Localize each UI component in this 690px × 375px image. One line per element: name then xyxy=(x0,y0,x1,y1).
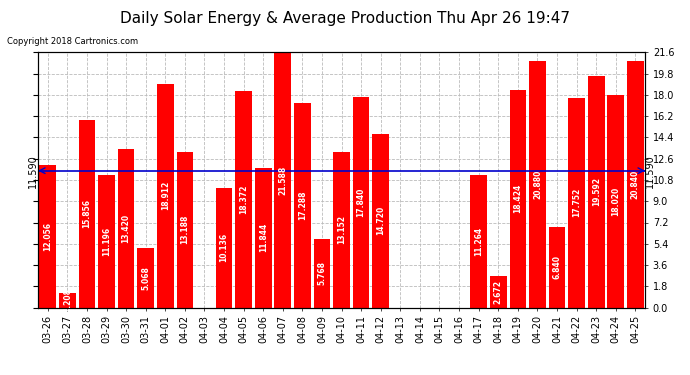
Bar xyxy=(98,176,115,308)
Text: 11.264: 11.264 xyxy=(474,226,483,256)
Text: 5.068: 5.068 xyxy=(141,266,150,290)
Text: 18.020: 18.020 xyxy=(611,186,620,216)
Bar xyxy=(79,120,95,308)
Bar xyxy=(490,276,506,308)
Bar xyxy=(549,227,565,308)
Bar xyxy=(294,104,310,308)
Text: 14.720: 14.720 xyxy=(376,206,385,235)
Text: 11.844: 11.844 xyxy=(259,223,268,252)
Bar xyxy=(255,168,272,308)
Bar xyxy=(39,165,56,308)
Bar xyxy=(607,95,624,308)
Bar xyxy=(137,248,154,308)
Bar xyxy=(275,53,291,308)
Text: 13.420: 13.420 xyxy=(121,214,130,243)
Text: 21.588: 21.588 xyxy=(278,165,287,195)
Text: 17.288: 17.288 xyxy=(298,191,307,220)
Text: 13.188: 13.188 xyxy=(180,215,189,244)
Text: Daily Solar Energy & Average Production Thu Apr 26 19:47: Daily Solar Energy & Average Production … xyxy=(120,11,570,26)
Bar xyxy=(157,84,174,308)
Text: 11.590: 11.590 xyxy=(645,154,655,188)
Text: 6.840: 6.840 xyxy=(553,255,562,279)
Text: 20.840: 20.840 xyxy=(631,170,640,199)
Bar xyxy=(471,174,487,308)
Text: 15.856: 15.856 xyxy=(82,200,91,228)
Bar xyxy=(373,134,389,308)
Text: 12.056: 12.056 xyxy=(43,222,52,251)
Bar xyxy=(216,188,233,308)
Bar xyxy=(529,61,546,308)
Text: 18.372: 18.372 xyxy=(239,184,248,214)
Bar xyxy=(118,149,135,308)
Text: 19.592: 19.592 xyxy=(592,177,601,206)
Bar xyxy=(59,293,76,308)
Bar xyxy=(509,90,526,308)
Text: 18.912: 18.912 xyxy=(161,181,170,210)
Bar xyxy=(333,152,350,308)
Bar xyxy=(353,97,369,308)
Text: 2.672: 2.672 xyxy=(494,280,503,304)
Bar xyxy=(314,239,331,308)
Text: Copyright 2018 Cartronics.com: Copyright 2018 Cartronics.com xyxy=(7,38,138,46)
Text: 17.840: 17.840 xyxy=(357,188,366,217)
Bar xyxy=(588,76,604,308)
Bar xyxy=(569,98,585,308)
Text: 1.208: 1.208 xyxy=(63,288,72,312)
Bar xyxy=(235,91,252,308)
Text: 20.880: 20.880 xyxy=(533,170,542,199)
Bar xyxy=(177,152,193,308)
Text: 5.768: 5.768 xyxy=(317,261,326,285)
Text: 10.136: 10.136 xyxy=(219,233,228,262)
Text: 18.424: 18.424 xyxy=(513,184,522,213)
Text: 11.590: 11.590 xyxy=(28,154,38,188)
Bar xyxy=(627,62,644,308)
Text: 11.196: 11.196 xyxy=(102,227,111,256)
Text: 13.152: 13.152 xyxy=(337,215,346,244)
Text: 17.752: 17.752 xyxy=(572,188,581,218)
